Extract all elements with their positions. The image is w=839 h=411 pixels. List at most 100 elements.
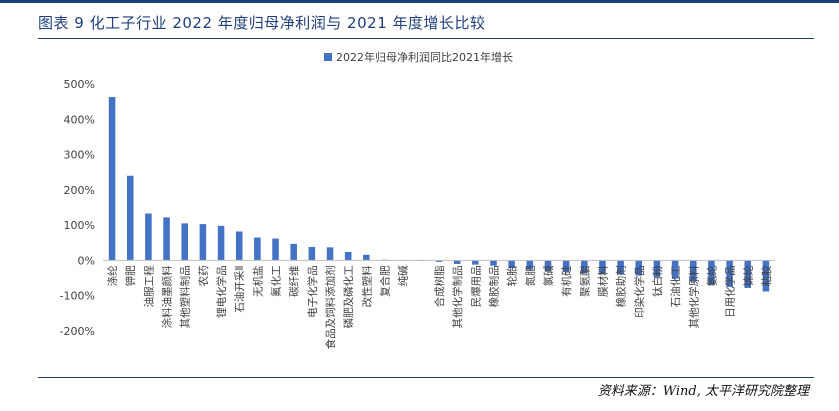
x-tick-label-text: 氯碱 <box>542 265 555 286</box>
x-tick-label-text: 橡胶制品 <box>487 265 500 307</box>
x-tick-label-text: 民爆用品 <box>469 265 482 307</box>
x-tick-label: 合成树脂 <box>433 265 446 307</box>
bar <box>653 260 661 278</box>
x-tick-label: 涤纶 <box>106 265 119 286</box>
x-tick-label: 粘胶 <box>760 265 773 286</box>
y-tick-label: -100% <box>60 290 95 303</box>
y-tick-label: 300% <box>64 149 95 162</box>
x-tick-label-text: 其他塑料制品 <box>179 265 192 328</box>
x-tick-label: 日用化学品 <box>724 265 737 318</box>
x-tick-label-text: 锦纶 <box>742 265 755 286</box>
x-tick-label-text: 氮肥 <box>524 265 537 286</box>
x-tick-label: 聚氨酯 <box>578 265 591 297</box>
x-tick-label-text: 涂料油墨颜料 <box>161 265 174 328</box>
y-axis: -200% -100% 0% 100% 200% 300% 400% 500% <box>60 78 95 338</box>
bar <box>163 217 170 261</box>
bar <box>108 97 116 261</box>
x-tick-label: 磷肥及磷化工 <box>342 265 355 328</box>
x-tick-label: 钛白粉 <box>651 265 664 297</box>
bar <box>472 260 479 265</box>
x-tick-label: 有机硅 <box>560 265 573 297</box>
bar <box>508 260 515 269</box>
bar <box>435 260 443 262</box>
y-tick-label: 0% <box>78 254 95 267</box>
y-tick-label: 400% <box>64 113 95 126</box>
x-tick-label: 复合肥 <box>379 265 392 297</box>
legend-swatch <box>324 53 332 61</box>
bar <box>181 223 188 261</box>
y-tick-label: 100% <box>64 219 95 232</box>
source-note: 资料来源：Wind, 太平洋研究院整理 <box>597 384 809 399</box>
x-tick-label-text: 钾肥 <box>124 265 137 286</box>
bar <box>308 247 316 261</box>
x-tick-label: 钾肥 <box>124 265 137 286</box>
x-tick-label-text: 合成树脂 <box>433 265 446 307</box>
bar <box>599 260 606 274</box>
bar <box>671 260 679 279</box>
footer-divider <box>38 377 814 378</box>
x-tick-label: 油服工程 <box>142 265 155 307</box>
x-tick-label-text: 磷肥及磷化工 <box>342 265 355 328</box>
figure-title: 图表 9 化工子行业 2022 年度归母净利润与 2021 年度增长比较 <box>38 14 486 32</box>
x-tick-label: 食品及饲料添加剂 <box>324 265 337 349</box>
bar <box>635 260 643 276</box>
x-tick-label-text: 食品及饲料添加剂 <box>324 265 337 349</box>
bar <box>762 260 770 292</box>
header: 图表 9 化工子行业 2022 年度归母净利润与 2021 年度增长比较 <box>0 0 839 39</box>
x-tick-label: 农药 <box>197 265 210 286</box>
x-tick-label-text: 钛白粉 <box>651 265 664 297</box>
x-tick-label: 其他化学制品 <box>451 265 464 328</box>
x-tick-label: 氯碱 <box>542 265 555 286</box>
bar <box>344 251 352 261</box>
x-tick-label-text: 有机硅 <box>560 265 573 297</box>
x-tick-label: 氮肥 <box>524 265 537 286</box>
x-tick-label: 橡胶制品 <box>487 265 500 307</box>
x-tick-label: 氟化工 <box>270 265 283 297</box>
x-tick-label: 石油开采Ⅱ <box>233 265 246 312</box>
x-tick-label: 改性塑料 <box>360 265 373 307</box>
x-tick-label-text: 其他化学原料 <box>687 265 700 328</box>
bar <box>199 224 207 261</box>
bar <box>363 254 370 261</box>
x-tick-label: 锦纶 <box>742 265 755 286</box>
x-tick-label: 电子化学品 <box>306 265 319 318</box>
bar <box>453 260 461 264</box>
bar <box>235 231 243 261</box>
bar <box>526 260 534 270</box>
x-tick-label: 无机盐 <box>251 265 264 297</box>
bar <box>326 247 334 261</box>
x-tick-label: 其他化学原料 <box>687 265 700 328</box>
x-tick-label-text: 农药 <box>197 265 210 286</box>
x-tick-label-text: 轮胎 <box>506 265 519 286</box>
bar <box>544 260 552 272</box>
x-tick-label-text: 锂电化学品 <box>215 265 228 318</box>
x-tick-label: 其他塑料制品 <box>179 265 192 328</box>
bar <box>617 260 624 275</box>
bar <box>690 260 697 282</box>
bar <box>254 237 261 261</box>
x-tick-label-text: 印染化学品 <box>633 265 646 318</box>
x-axis-labels: 涤纶 钾肥 油服工程 涂料油墨颜料 其他塑料制品 农药 锂电化学品 石油开采Ⅱ 无机盐 氟化工 碳纤… <box>106 265 773 349</box>
x-tick-label: 石油化工 <box>669 265 682 307</box>
legend-label: 2022年归母净利润同比2021年增长 <box>336 50 513 64</box>
x-tick-label-text: 日用化学品 <box>724 265 737 318</box>
bar <box>490 260 497 266</box>
x-tick-label: 膜材料 <box>596 265 609 297</box>
x-tick-label-text: 粘胶 <box>760 265 773 286</box>
x-tick-label-text: 氟化工 <box>270 265 283 297</box>
x-tick-label: 民爆用品 <box>469 265 482 307</box>
y-tick-label: 200% <box>64 184 95 197</box>
y-tick-label: 500% <box>64 78 95 91</box>
chart-legend: 2022年归母净利润同比2021年增长 <box>324 50 513 64</box>
x-tick-label-text: 石油化工 <box>669 265 682 307</box>
x-tick-label-text: 氨纶 <box>705 265 718 286</box>
x-tick-label-text: 涤纶 <box>106 265 119 286</box>
x-tick-label: 氨纶 <box>705 265 718 286</box>
bar-series <box>108 97 770 292</box>
bar <box>145 213 152 261</box>
bar <box>708 260 715 286</box>
bar <box>217 225 225 261</box>
y-tick-label: -200% <box>60 325 95 338</box>
bar <box>726 260 733 287</box>
